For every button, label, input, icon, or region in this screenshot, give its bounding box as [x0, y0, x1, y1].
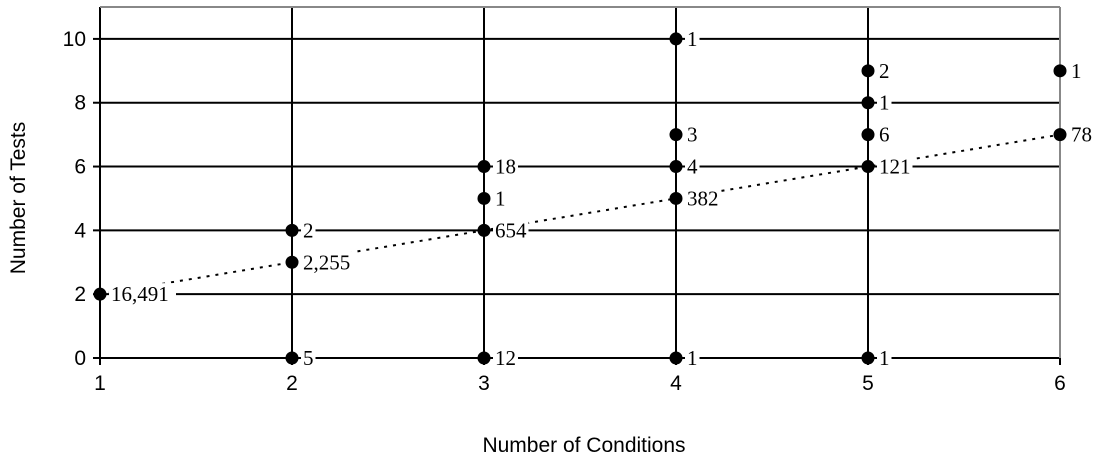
data-point [1053, 128, 1067, 142]
y-tick-label: 10 [63, 28, 86, 51]
point-label: 5 [303, 346, 314, 370]
point-group: 6 [861, 123, 892, 147]
point-label-bg [493, 347, 518, 369]
point-group: 2 [285, 218, 316, 242]
data-point [477, 191, 491, 205]
point-label-bg [877, 347, 892, 369]
point-label-bg [493, 155, 518, 178]
point-label-bg [493, 219, 529, 242]
trendline-layer [99, 133, 1061, 296]
point-label: 382 [687, 186, 719, 210]
point-label-bg [685, 155, 700, 178]
x-tick-label: 3 [478, 372, 490, 395]
x-tick-label: 5 [862, 372, 874, 395]
x-tick-label: 2 [286, 372, 298, 395]
y-tick-label: 8 [74, 92, 86, 115]
point-group: 2 [861, 59, 892, 83]
point-group: 4 [669, 155, 700, 179]
data-point [669, 128, 683, 142]
x-axis-title: Number of Conditions [482, 434, 685, 457]
point-label: 4 [687, 155, 698, 179]
point-label-bg [685, 347, 700, 369]
point-label-bg [493, 187, 508, 210]
point-label-bg [301, 251, 358, 274]
y-tick-label: 4 [74, 219, 86, 242]
data-point [861, 64, 875, 78]
y-axis-title: Number of Tests [7, 122, 30, 275]
point-label: 12 [495, 346, 516, 370]
point-group: 16,491 [93, 282, 176, 306]
point-label-bg [877, 155, 913, 178]
point-label: 18 [495, 155, 516, 179]
point-label: 2,255 [303, 250, 350, 274]
point-label: 1 [1071, 59, 1082, 83]
point-group: 1 [1053, 59, 1084, 83]
y-tick-label: 6 [74, 156, 86, 179]
data-point [477, 223, 491, 237]
point-label-bg [877, 123, 892, 146]
point-label: 78 [1071, 123, 1092, 147]
point-group: 2,255 [285, 250, 358, 274]
point-label: 1 [879, 91, 890, 115]
point-group: 1 [861, 91, 892, 115]
point-label-bg [301, 347, 316, 369]
point-label: 1 [687, 346, 698, 370]
point-label: 6 [879, 123, 890, 147]
point-group: 3 [669, 123, 700, 147]
y-tick-label: 2 [74, 283, 86, 306]
point-label-bg [877, 91, 892, 114]
x-tick-label: 1 [94, 372, 106, 395]
point-group: 18 [477, 155, 518, 179]
point-label: 1 [495, 186, 506, 210]
data-point [861, 96, 875, 110]
point-label: 2 [879, 59, 890, 83]
data-point [1053, 64, 1067, 78]
grid-lines [99, 7, 1061, 359]
point-label-bg [877, 59, 892, 82]
plot-frame [100, 6, 1061, 358]
data-point [861, 128, 875, 142]
point-label: 16,491 [111, 282, 169, 306]
point-label: 1 [879, 346, 890, 370]
point-label-bg [685, 123, 700, 146]
x-tick-label: 4 [670, 372, 682, 395]
point-label-bg [1069, 59, 1084, 82]
data-point [285, 223, 299, 237]
point-label-bg [685, 27, 700, 50]
trendline [99, 133, 1061, 296]
point-label: 3 [687, 123, 698, 147]
point-label: 1 [687, 27, 698, 51]
point-group: 78 [1053, 123, 1094, 147]
point-group: 1 [477, 186, 508, 210]
point-label: 654 [495, 218, 527, 242]
y-tick-label: 0 [74, 347, 86, 370]
point-group: 121 [861, 155, 913, 179]
point-group: 12 [477, 346, 518, 370]
x-tick-label: 6 [1054, 372, 1066, 395]
point-group: 654 [477, 218, 529, 242]
point-label-bg [109, 283, 176, 306]
point-label: 121 [879, 155, 911, 179]
point-label-bg [1069, 123, 1094, 146]
data-point [477, 160, 491, 174]
point-group: 1 [669, 27, 700, 51]
point-group: 382 [669, 186, 721, 210]
point-label-bg [685, 187, 721, 210]
data-point [669, 32, 683, 46]
point-label: 2 [303, 218, 314, 242]
data-point [669, 191, 683, 205]
data-point [285, 255, 299, 269]
data-point [669, 160, 683, 174]
point-label-bg [301, 219, 316, 242]
data-point [861, 160, 875, 174]
point-group: 1 [669, 346, 700, 370]
